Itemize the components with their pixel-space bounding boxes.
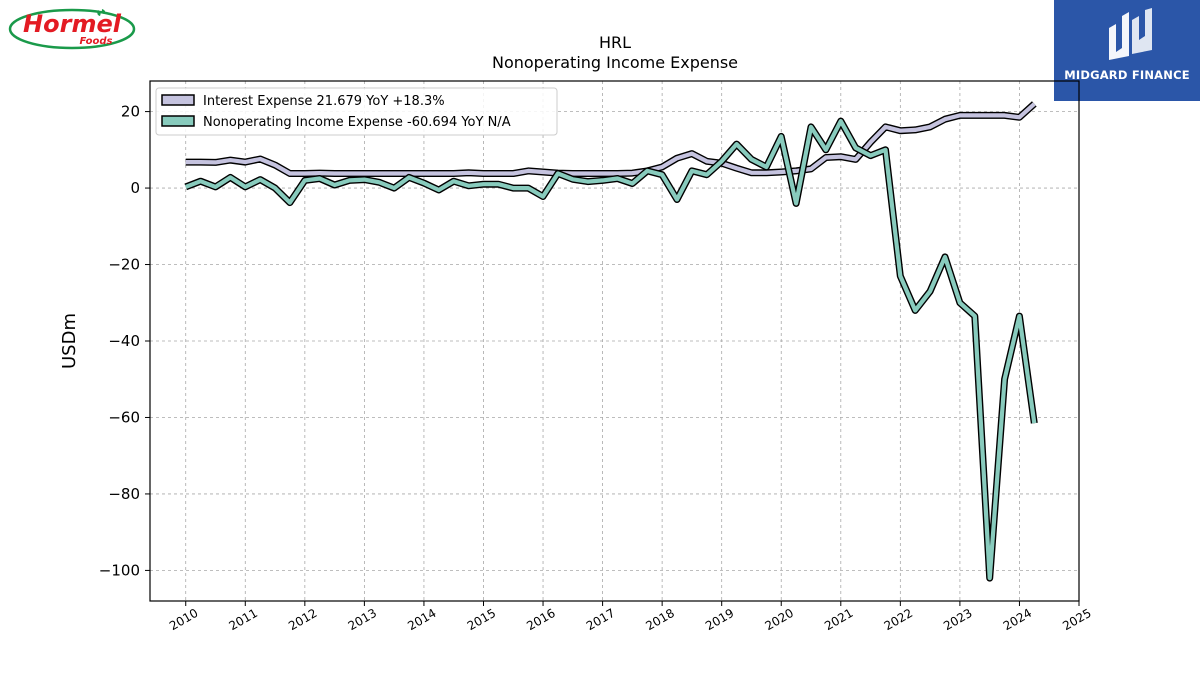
y-axis: 20 0 −20 −40 −60 −80 −100 — [99, 103, 150, 579]
series-outline — [184, 117, 1038, 582]
y-tick-label: −20 — [108, 256, 140, 274]
chart-subtitle: Nonoperating Income Expense — [492, 53, 738, 72]
x-tick-label: 2023 — [941, 606, 974, 633]
midgard-m-icon — [1109, 8, 1152, 60]
x-tick-label: 2024 — [1001, 606, 1034, 633]
x-tick-label: 2013 — [346, 606, 379, 633]
x-tick-label: 2015 — [465, 606, 498, 633]
x-tick-label: 2020 — [763, 606, 796, 633]
y-axis-label: USDm — [59, 313, 80, 369]
x-tick-label: 2021 — [822, 606, 855, 633]
logo-subtext: Foods — [80, 36, 113, 47]
series-1 — [185, 101, 1037, 177]
x-tick-label: 2010 — [167, 606, 200, 633]
chart-title: HRL — [599, 33, 631, 52]
x-tick-label: 2019 — [703, 606, 736, 633]
x-axis: 2010 2011 2012 2013 2014 2015 2016 2017 2018 2019… — [167, 601, 1094, 633]
x-tick-label: 2017 — [584, 606, 617, 633]
x-tick-label: 2014 — [405, 606, 438, 633]
series-line — [184, 118, 1037, 581]
y-tick-label: −80 — [108, 485, 140, 503]
legend-swatch — [161, 94, 195, 106]
legend-box — [155, 87, 558, 136]
y-tick-label: −100 — [99, 561, 140, 579]
series-layer — [184, 101, 1038, 582]
y-tick-label: −40 — [108, 332, 140, 350]
publisher-name: MIDGARD FINANCE — [1064, 68, 1190, 82]
x-tick-label: 2025 — [1060, 606, 1093, 633]
x-tick-label: 2022 — [882, 606, 915, 633]
y-tick-label: 20 — [121, 103, 140, 121]
x-tick-label: 2011 — [227, 606, 260, 633]
series-2 — [184, 117, 1038, 582]
x-tick-label: 2012 — [286, 606, 319, 633]
logo-text: Hormel — [23, 10, 122, 38]
legend: Interest Expense 21.679 YoY +18.3% Nonope… — [155, 87, 558, 136]
x-tick-label: 2018 — [643, 606, 676, 633]
y-tick-label: −60 — [108, 408, 140, 426]
legend-swatch — [161, 115, 195, 127]
x-tick-label: 2016 — [524, 606, 557, 633]
y-tick-label: 0 — [130, 179, 140, 197]
leaf-icon — [97, 9, 106, 16]
grid — [150, 81, 1080, 601]
series-line — [185, 102, 1036, 176]
publisher-badge: MIDGARD FINANCE — [1054, 0, 1200, 101]
hormel-foods-logo: Hormel Foods — [6, 6, 138, 52]
logo-ring — [8, 8, 136, 50]
legend-item: Interest Expense 21.679 YoY +18.3% — [203, 94, 445, 109]
legend-item: Nonoperating Income Expense -60.694 YoY … — [203, 115, 511, 130]
